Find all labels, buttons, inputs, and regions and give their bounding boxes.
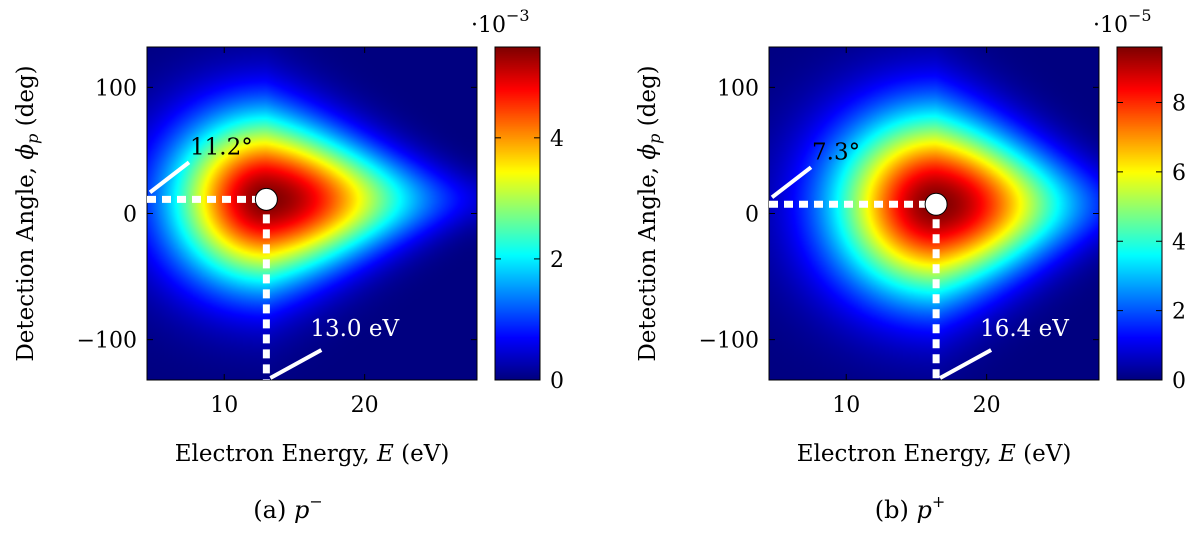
colorbar-tick-label: 8 (1172, 92, 1186, 117)
chart-panel-b: 10 20 100 0 −100 7.3° 16.4 eV Electron Energy, … (622, 0, 1195, 531)
colorbar-exponent: ·10−5 (1093, 6, 1152, 38)
y-axis-label: Detection Angle, ϕp (deg) (635, 65, 664, 361)
colorbar-tick-label: 4 (550, 127, 564, 152)
colorbar-tick-label: 6 (1172, 161, 1186, 186)
colorbar-tick-label: 2 (550, 248, 564, 273)
subfigure-caption: (b) p+ (875, 492, 946, 524)
peak-marker (254, 187, 278, 211)
energy-annotation-pin (269, 348, 323, 380)
y-tick-label: 100 (717, 76, 759, 101)
colorbar-tick-label: 0 (550, 369, 564, 394)
angle-annotation-pin (770, 165, 813, 199)
x-tick-label: 10 (210, 393, 238, 418)
chart-panel-a: 10 20 100 0 −100 11.2° 13.0 eV Electron Energy,… (0, 0, 600, 531)
x-axis-label: Electron Energy, E (eV) (175, 441, 450, 467)
angle-annotation: 7.3° (812, 139, 860, 165)
y-axis-label: Detection Angle, ϕp (deg) (13, 65, 42, 361)
colorbar-gradient (1117, 47, 1162, 380)
y-tick-label: −100 (699, 329, 759, 354)
colorbar-gradient (495, 47, 540, 380)
x-axis-label: Electron Energy, E (eV) (797, 441, 1072, 467)
x-tick-label: 20 (973, 393, 1001, 418)
subfigure-caption: (a) p− (253, 492, 322, 524)
y-tick-label: −100 (77, 329, 137, 354)
angle-annotation-pin (148, 160, 191, 194)
colorbar-exponent: ·10−3 (471, 6, 530, 38)
heatmap-image (147, 47, 477, 380)
colorbar-tick-label: 2 (1172, 300, 1186, 325)
colorbar-frame (1116, 46, 1163, 381)
colorbar-tick-label: 4 (1172, 230, 1186, 255)
colorbar-tick-label: 0 (1172, 369, 1186, 394)
x-tick-label: 20 (351, 393, 379, 418)
y-tick-label: 100 (95, 76, 137, 101)
y-tick-label: 0 (123, 203, 137, 228)
energy-annotation: 13.0 eV (310, 316, 399, 342)
x-tick-label: 10 (832, 393, 860, 418)
energy-annotation: 16.4 eV (980, 316, 1069, 342)
colorbar-frame (494, 46, 541, 381)
angle-annotation: 11.2° (190, 134, 253, 160)
peak-marker (924, 192, 948, 216)
y-tick-label: 0 (745, 203, 759, 228)
energy-annotation-pin (939, 348, 993, 380)
